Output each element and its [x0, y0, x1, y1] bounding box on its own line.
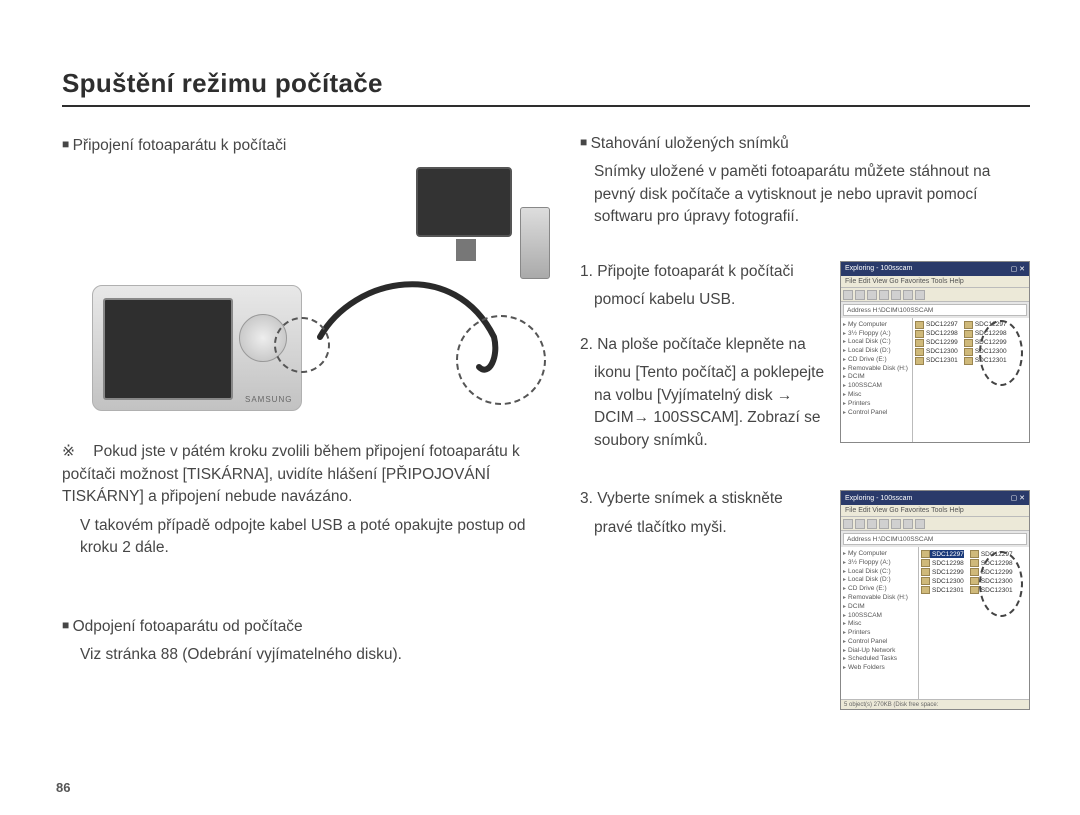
left-column: Připojení fotoaparátu k počítači SAMSUNG… — [62, 133, 552, 710]
left-heading-1: Připojení fotoaparátu k počítači — [62, 135, 552, 157]
step-text-block: 1. Připojte fotoaparát k počítači pomocí… — [580, 261, 828, 458]
right-intro-block: Stahování uložených snímků Snímky uložen… — [580, 133, 1030, 229]
tree-item: Local Disk (C:) — [843, 568, 916, 577]
step-row-3: 3. Vyberte snímek a stiskněte pravé tlač… — [580, 488, 1030, 710]
tree-item: Control Panel — [843, 409, 910, 418]
file-item: SDC12300 — [921, 577, 964, 585]
file-item: SDC12298 — [921, 559, 964, 567]
right-column: Stahování uložených snímků Snímky uložen… — [580, 133, 1030, 710]
tree-item: Removable Disk (H:) — [843, 594, 916, 603]
file-item: SDC12299 — [915, 339, 958, 347]
tree-item: Removable Disk (H:) — [843, 365, 910, 374]
ss2-titlebar: Exploring - 100sscam ▢ ✕ — [841, 491, 1029, 505]
step-3-line1: 3. Vyberte snímek a stiskněte — [580, 488, 828, 510]
ss1-window-controls: ▢ ✕ — [1011, 265, 1025, 273]
tree-item: Local Disk (D:) — [843, 347, 910, 356]
ss1-addressbar: Address H:\DCIM\100SSCAM — [843, 304, 1027, 316]
tree-item: CD Drive (E:) — [843, 585, 916, 594]
step-3-text: 3. Vyberte snímek a stiskněte pravé tlač… — [580, 488, 828, 545]
page-number: 86 — [56, 780, 70, 795]
note-1-text: Pokud jste v pátém kroku zvolili během p… — [62, 443, 520, 505]
ss1-toolbar — [841, 288, 1029, 302]
step-1-line1: 1. Připojte fotoaparát k počítači — [580, 261, 828, 283]
ss2-toolbar — [841, 517, 1029, 531]
tree-item: Printers — [843, 400, 910, 409]
ss2-addressbar: Address H:\DCIM\100SSCAM — [843, 533, 1027, 545]
step-2-line1: 2. Na ploše počítače klepněte na — [580, 334, 828, 356]
tree-item: Local Disk (C:) — [843, 338, 910, 347]
right-intro: Snímky uložené v paměti fotoaparátu může… — [580, 161, 1030, 228]
tree-item: Misc — [843, 391, 910, 400]
tree-item: Misc — [843, 620, 916, 629]
ss1-title: Exploring - 100sscam — [845, 265, 912, 272]
camera-screen — [103, 298, 233, 400]
file-item: SDC12298 — [915, 330, 958, 338]
step-3-line2: pravé tlačítko myši. — [580, 517, 828, 539]
tree-item: 3½ Floppy (A:) — [843, 559, 916, 568]
tree-item: Control Panel — [843, 638, 916, 647]
ss2-window-controls: ▢ ✕ — [1011, 494, 1025, 502]
file-item: SDC12297 — [915, 321, 958, 329]
file-item: SDC12301 — [915, 357, 958, 365]
tree-item: 100SSCAM — [843, 382, 910, 391]
step-row-2: 1. Připojte fotoaparát k počítači pomocí… — [580, 261, 1030, 458]
pc-tower-icon — [520, 207, 550, 279]
ss2-menubar: File Edit View Go Favorites Tools Help — [841, 505, 1029, 517]
pc-monitor-icon — [416, 167, 512, 237]
ss2-statusbar: 5 object(s) 270KB (Disk free space: — [841, 699, 1029, 709]
ss2-title: Exploring - 100sscam — [845, 495, 912, 502]
camera-brand-label: SAMSUNG — [245, 395, 292, 404]
file-item: SDC12299 — [921, 568, 964, 576]
tree-item: My Computer — [843, 550, 916, 559]
step-1-line2: pomocí kabelu USB. — [580, 289, 828, 311]
camera-icon: SAMSUNG — [92, 285, 302, 411]
tree-item: Scheduled Tasks — [843, 655, 916, 664]
highlight-circle-pc-port — [456, 315, 546, 405]
page-title: Spuštění režimu počítače — [62, 68, 1030, 107]
tree-item: DCIM — [843, 603, 916, 612]
ss1-tree: My Computer 3½ Floppy (A:) Local Disk (C… — [841, 318, 913, 442]
ss1-menubar: File Edit View Go Favorites Tools Help — [841, 276, 1029, 288]
ss2-tree: My Computer 3½ Floppy (A:) Local Disk (C… — [841, 547, 919, 699]
file-item: SDC12301 — [921, 586, 964, 594]
camera-to-pc-diagram: SAMSUNG — [62, 167, 530, 419]
screenshot-explorer-2: Exploring - 100sscam ▢ ✕ File Edit View … — [840, 490, 1030, 710]
note-marker: ※ — [62, 443, 79, 460]
file-item-selected: SDC12297 — [921, 550, 964, 558]
tree-item: CD Drive (E:) — [843, 356, 910, 365]
highlight-circle-files-2 — [979, 551, 1023, 617]
tree-item: My Computer — [843, 321, 910, 330]
screenshot-explorer-1: Exploring - 100sscam ▢ ✕ File Edit View … — [840, 261, 1030, 443]
tree-item: Printers — [843, 629, 916, 638]
tree-item: Dial-Up Network — [843, 647, 916, 656]
left-ref: Viz stránka 88 (Odebrání vyjímatelného d… — [62, 644, 552, 666]
file-item: SDC12300 — [915, 348, 958, 356]
content-columns: Připojení fotoaparátu k počítači SAMSUNG… — [62, 133, 1030, 710]
note-2: V takovém případě odpojte kabel USB a po… — [62, 515, 552, 560]
tree-item: 100SSCAM — [843, 612, 916, 621]
tree-item: 3½ Floppy (A:) — [843, 330, 910, 339]
right-heading: Stahování uložených snímků — [580, 133, 1030, 155]
left-heading-2: Odpojení fotoaparátu od počítače — [62, 616, 552, 638]
tree-item: DCIM — [843, 373, 910, 382]
highlight-circle-files — [979, 320, 1023, 386]
tree-item: Web Folders — [843, 664, 916, 673]
note-1: ※ Pokud jste v pátém kroku zvolili během… — [62, 441, 552, 508]
step-2-line2: ikonu [Tento počítač] a poklepejte na vo… — [580, 362, 828, 452]
left-section-2: Odpojení fotoaparátu od počítače Viz str… — [62, 616, 552, 667]
ss1-titlebar: Exploring - 100sscam ▢ ✕ — [841, 262, 1029, 276]
tree-item: Local Disk (D:) — [843, 576, 916, 585]
